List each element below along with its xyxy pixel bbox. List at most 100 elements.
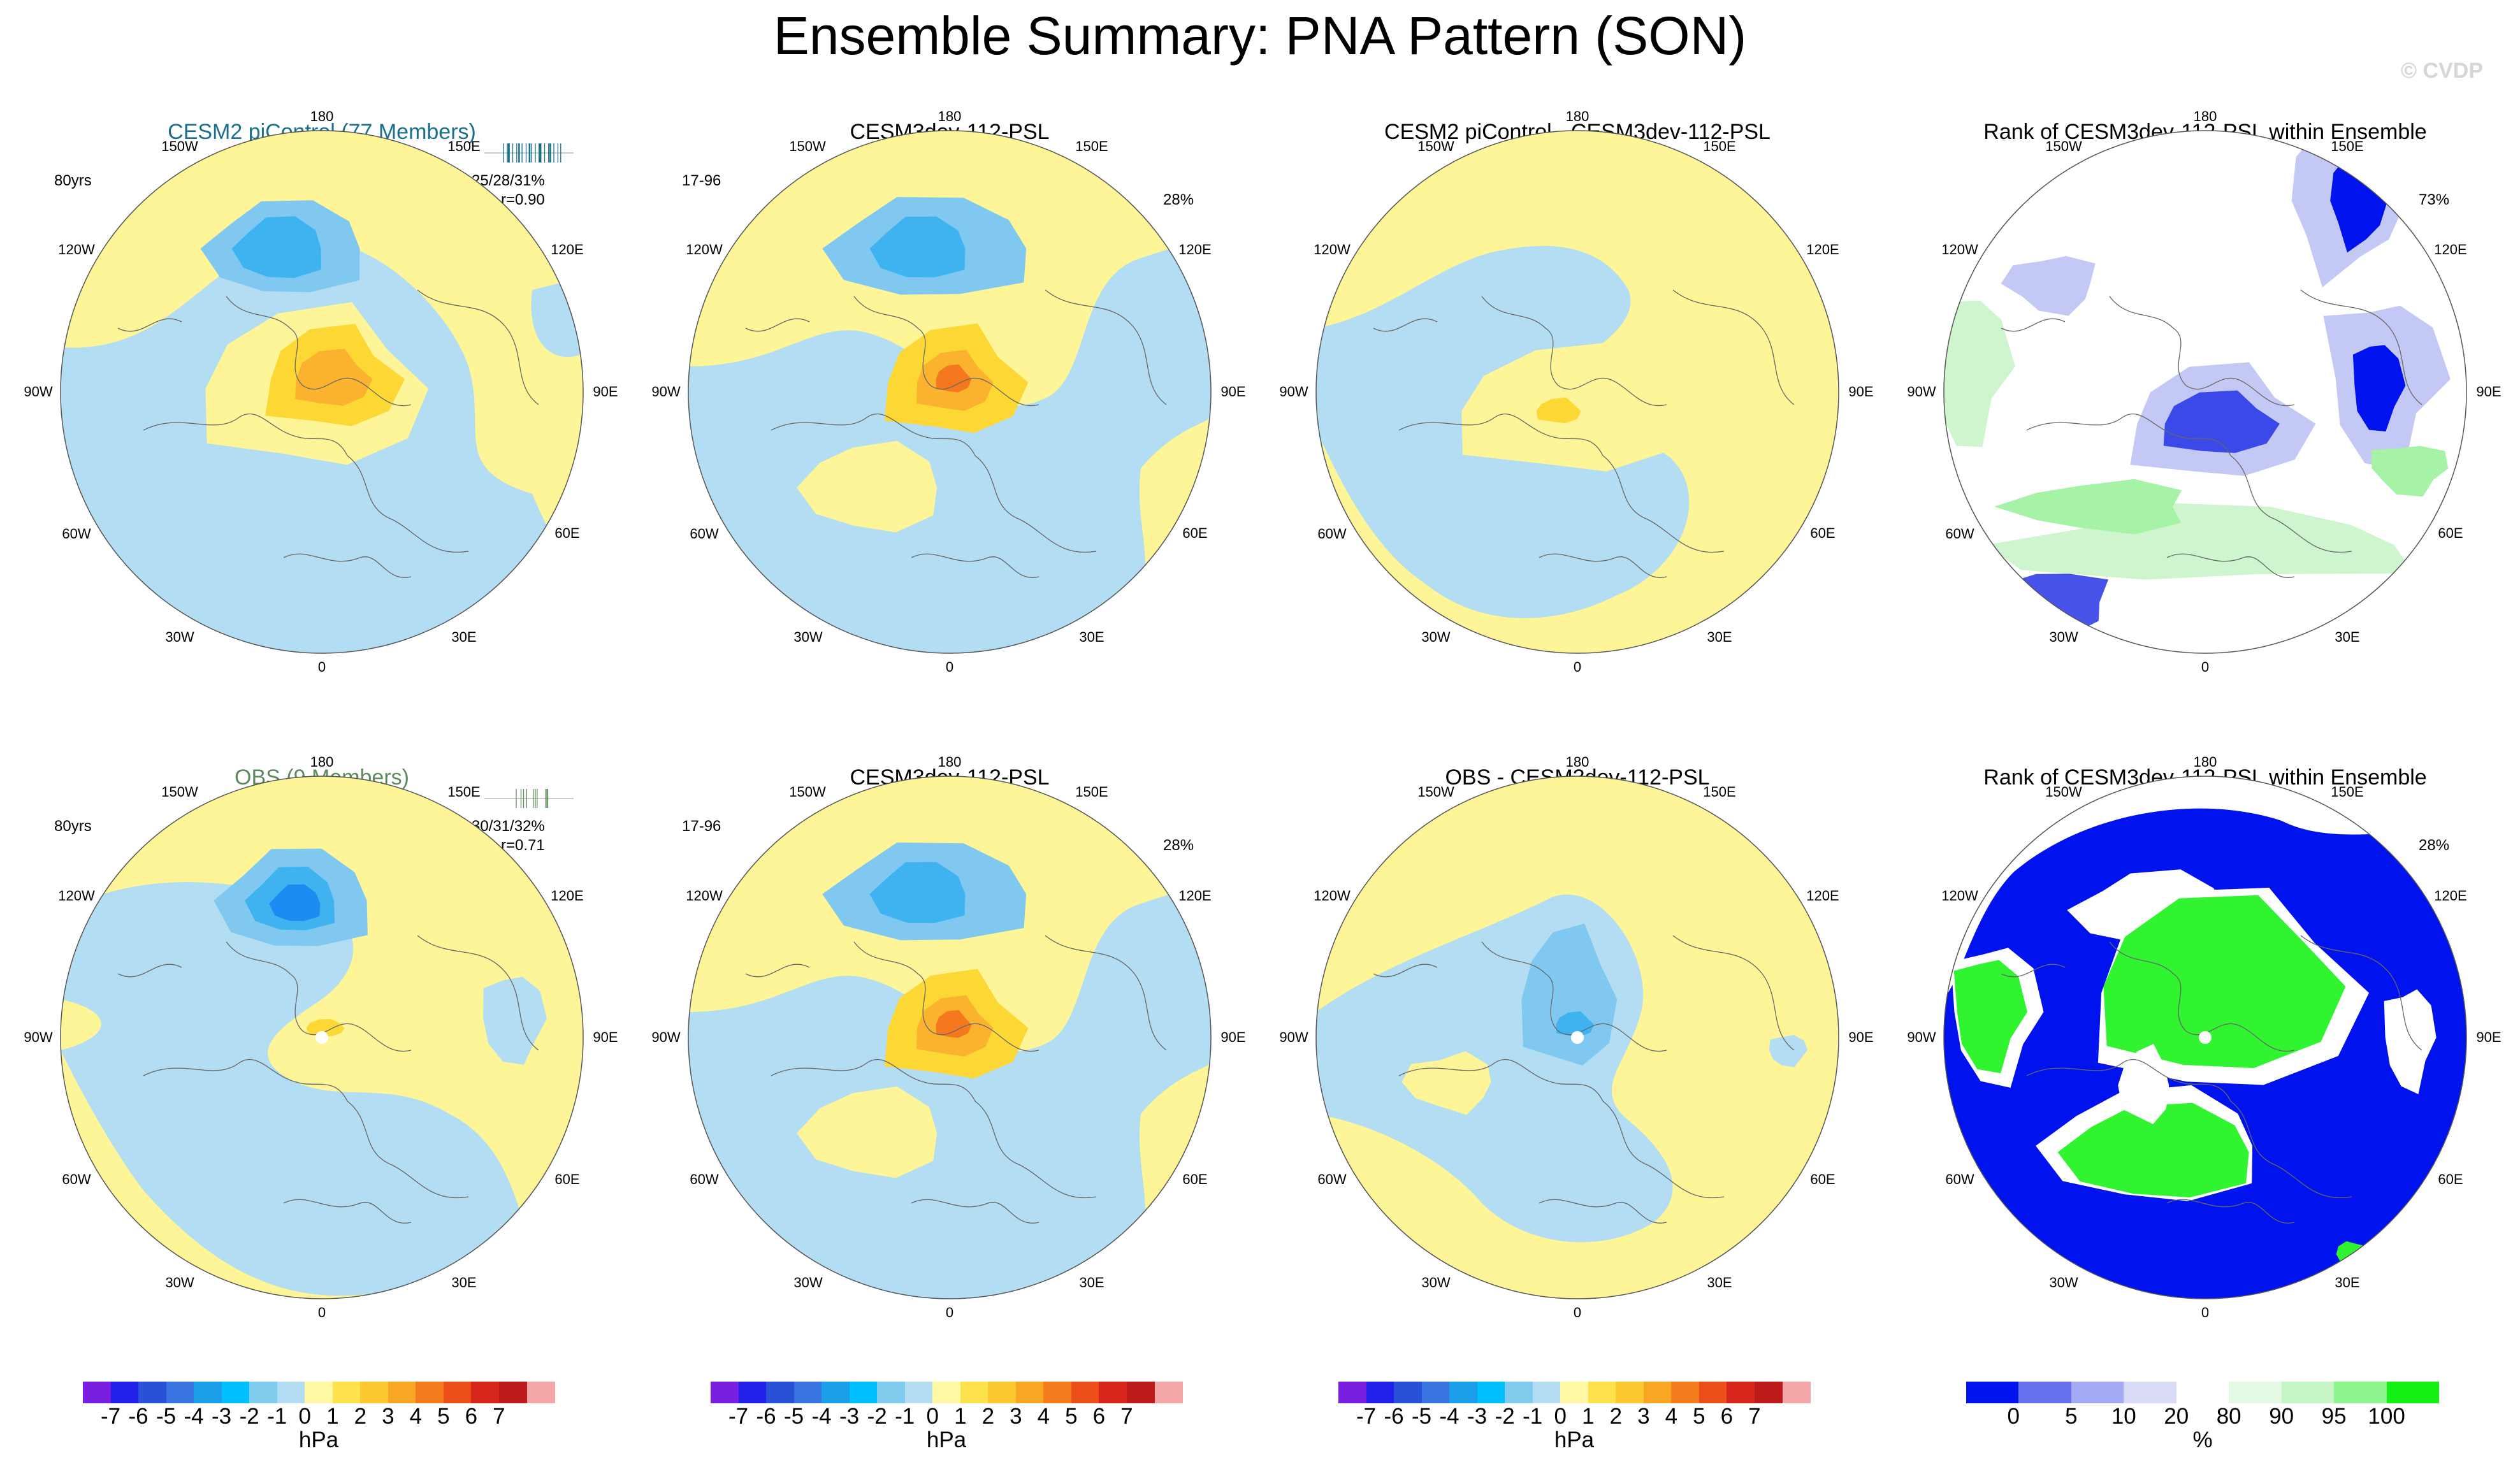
colorbar-tick-label: 6 <box>1092 1404 1106 1429</box>
longitude-label: 30E <box>2335 629 2360 645</box>
coastline <box>117 964 182 978</box>
longitude-label: 90W <box>1907 384 1936 400</box>
colorbar-tick-label: 3 <box>382 1404 395 1429</box>
map-border <box>60 130 584 654</box>
longitude-label: 60E <box>1810 1171 1836 1187</box>
colorbar-swatch <box>471 1382 500 1403</box>
coastline <box>2230 1101 2352 1199</box>
longitude-label: 30E <box>2335 1275 2360 1290</box>
panel-period-label: 17-96 <box>682 818 721 835</box>
colorbar-unit-label: % <box>2192 1427 2213 1452</box>
coastline <box>1481 941 1667 1052</box>
colorbar-tick-label: 100 <box>2368 1404 2405 1429</box>
longitude-label: 90E <box>593 1029 618 1045</box>
longitude-label: 120E <box>1806 888 1839 904</box>
colorbar-tick-label: 4 <box>409 1404 423 1429</box>
colorbar-tick-label: -7 <box>1356 1404 1377 1429</box>
longitude-label: 180 <box>310 108 334 124</box>
map-border <box>60 776 584 1299</box>
longitude-label: 60W <box>62 1171 91 1187</box>
rank-high-region <box>1953 960 2027 1074</box>
colorbar-swatch <box>1754 1382 1783 1403</box>
pressure-negative-region <box>269 884 321 921</box>
colorbar-swatch <box>2124 1382 2177 1403</box>
pressure-negative-region <box>1556 1011 1595 1037</box>
colorbar-tick-label: 5 <box>1693 1404 1705 1429</box>
colorbar-swatch <box>1671 1382 1700 1403</box>
colorbar-swatch <box>1727 1382 1755 1403</box>
colorbar-tick-label: 0 <box>2007 1404 2020 1429</box>
colorbar-tick-label: -3 <box>839 1404 860 1429</box>
rank-low-region <box>2001 256 2096 316</box>
coastline <box>911 553 1039 578</box>
coastline <box>1602 455 1725 553</box>
longitude-label: 60E <box>2438 1171 2463 1187</box>
coastline <box>771 413 976 456</box>
coastline <box>117 318 182 332</box>
colorbar-swatch <box>822 1382 850 1403</box>
longitude-label: 60E <box>1182 1171 1208 1187</box>
colorbar-swatch <box>877 1382 906 1403</box>
colorbar-tick-label: 5 <box>2065 1404 2078 1429</box>
longitude-label: 120E <box>1806 242 1839 257</box>
longitude-label: 150W <box>789 784 826 800</box>
longitude-label: 150W <box>2045 784 2082 800</box>
longitude-label: 180 <box>310 754 334 770</box>
colorbar-swatch <box>249 1382 278 1403</box>
longitude-label: 90W <box>1907 1029 1936 1045</box>
colorbar-swatch <box>766 1382 795 1403</box>
longitude-label: 30W <box>1421 629 1451 645</box>
pressure-positive-region <box>1536 397 1581 424</box>
coastline <box>2109 296 2295 407</box>
longitude-label: 90E <box>593 384 618 400</box>
colorbar-tick-label: 90 <box>2269 1404 2294 1429</box>
panel-percent-label: 28% <box>2419 837 2450 854</box>
longitude-label: 60E <box>1810 525 1836 541</box>
colorbar-swatch <box>1560 1382 1589 1403</box>
colorbar-swatch <box>2071 1382 2124 1403</box>
colorbar-swatch <box>711 1382 739 1403</box>
colorbar-tick-label: -7 <box>728 1404 749 1429</box>
coastline <box>1481 296 1667 407</box>
longitude-label: 120W <box>686 242 723 257</box>
longitude-label: 0 <box>945 1304 954 1320</box>
colorbar-tick-label: 80 <box>2216 1404 2241 1429</box>
longitude-label: 150W <box>161 138 198 154</box>
coastline <box>2166 553 2295 578</box>
colorbar-swatch <box>1154 1382 1183 1403</box>
longitude-label: 120W <box>1314 242 1351 257</box>
polar-map <box>1315 130 1839 654</box>
longitude-label: 90E <box>1220 384 1246 400</box>
polar-map <box>60 776 584 1299</box>
coastline <box>1373 318 1438 332</box>
rank-high-region <box>2057 1102 2249 1197</box>
polar-map <box>688 776 1212 1299</box>
longitude-label: 150E <box>447 784 481 800</box>
rank-mid-region <box>2118 1044 2169 1124</box>
colorbar-swatch <box>1394 1382 1423 1403</box>
longitude-label: 180 <box>2193 108 2217 124</box>
longitude-label: 60E <box>554 1171 580 1187</box>
longitude-label: 150W <box>161 784 198 800</box>
longitude-label: 120E <box>1178 888 1212 904</box>
colorbar-tick-label: 7 <box>493 1404 505 1429</box>
colorbar-tick-label: 2 <box>981 1404 995 1429</box>
longitude-label: 30E <box>1707 629 1732 645</box>
colorbar-tick-label: -6 <box>756 1404 776 1429</box>
pressure-negative-region <box>1316 377 1352 443</box>
coastline <box>974 1101 1097 1199</box>
longitude-label: 60W <box>690 1171 719 1187</box>
colorbar-tick-label: 2 <box>1609 1404 1623 1429</box>
colorbar-tick-label: -5 <box>784 1404 804 1429</box>
pressure-positive-region <box>936 364 972 393</box>
colorbar-swatch <box>110 1382 139 1403</box>
longitude-label: 150E <box>2331 138 2364 154</box>
longitude-label: 90E <box>1848 384 1874 400</box>
longitude-label: 60E <box>554 525 580 541</box>
rank-high-region <box>1994 479 2182 535</box>
colorbar-tick-label: 5 <box>1065 1404 1078 1429</box>
longitude-label: 30E <box>1707 1275 1732 1290</box>
colorbar-swatch <box>2018 1382 2072 1403</box>
coastline <box>226 296 412 407</box>
colorbar-swatch <box>1338 1382 1366 1403</box>
